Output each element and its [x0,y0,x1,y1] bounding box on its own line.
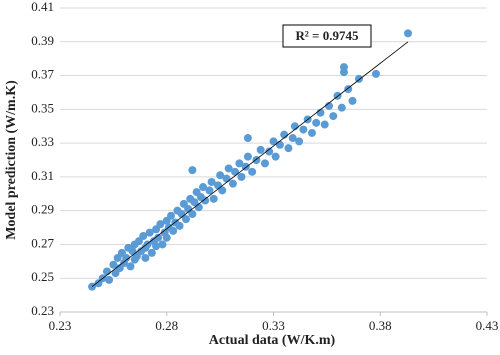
point [329,112,338,121]
point [307,128,316,137]
point [269,137,278,146]
point [339,63,348,72]
y-tick-label: 0.23 [31,303,54,318]
y-tick-label: 0.31 [31,168,54,183]
point [404,29,413,38]
x-tick-label: 0.28 [155,318,178,333]
trendline [91,41,409,287]
point [169,226,178,235]
point [284,144,293,153]
point [312,118,321,127]
point [235,159,244,168]
point [231,167,240,176]
y-tick-label: 0.37 [31,67,54,82]
point [260,159,269,168]
point [105,275,114,284]
point [224,164,233,173]
point [265,147,274,156]
point [201,196,210,205]
point [288,134,297,143]
point [126,262,135,271]
point [139,232,148,240]
point [175,221,184,230]
x-axis-title: Actual data (W/K.m) [209,333,336,348]
y-tick-label: 0.41 [31,0,54,14]
point [188,210,197,219]
point [199,183,208,192]
y-tick-label: 0.25 [31,269,54,284]
x-tick-label: 0.23 [49,318,72,333]
y-tick-label: 0.33 [31,134,54,149]
point [371,69,380,78]
point [102,267,111,276]
y-tick-label: 0.39 [31,33,54,48]
annotation: R² = 0.9745 [296,28,359,43]
point [167,211,176,220]
point [222,174,231,183]
point [325,101,334,110]
point [295,137,304,146]
x-tick-label: 0.38 [369,318,392,333]
point [194,203,203,212]
point [299,125,308,134]
point [141,253,150,262]
point [181,215,190,224]
point [152,242,161,251]
point [271,152,280,161]
point [162,233,171,242]
point [158,240,167,249]
point [216,171,225,180]
y-tick-label: 0.35 [31,100,54,115]
point [218,186,227,195]
x-tick-label: 0.43 [476,318,499,333]
point [228,179,237,188]
point [248,167,257,176]
y-tick-label: 0.29 [31,202,54,217]
point [122,253,131,262]
point [205,186,214,195]
point [275,140,284,149]
point [188,166,197,175]
point [145,228,154,237]
y-axis-title: Model prediction (W/m.K) [4,80,19,240]
point [207,177,216,186]
point [256,145,265,154]
annotation-box [282,24,372,48]
point [209,194,218,203]
point [147,248,156,257]
y-tick-label: 0.27 [31,235,54,250]
point [320,120,329,129]
point [156,220,165,229]
x-tick-label: 0.33 [262,318,285,333]
point [154,233,163,242]
point [344,85,353,94]
point [237,172,246,181]
point [337,103,346,112]
point [109,260,118,269]
point [243,134,252,143]
point [348,96,357,105]
point [243,152,252,161]
